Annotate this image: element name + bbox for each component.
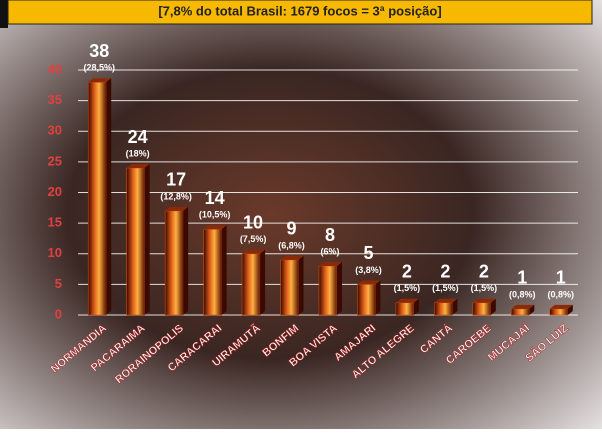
bar-top — [357, 280, 381, 285]
bar — [395, 302, 415, 316]
value-label: 24 — [128, 127, 148, 147]
share-label: (18%) — [126, 148, 150, 158]
share-label: (1,5%) — [432, 283, 459, 293]
bar-side — [375, 280, 381, 315]
bar-side — [413, 298, 419, 315]
share-label: (0,8%) — [548, 289, 575, 299]
value-label: 1 — [556, 268, 566, 288]
bar-side — [260, 249, 266, 315]
bar — [357, 284, 376, 316]
value-label: 9 — [287, 219, 297, 239]
bar — [164, 210, 184, 316]
share-label: (1,5%) — [394, 283, 421, 293]
chart-title: [7,8% do total Brasil: 1679 focos = 3ª p… — [158, 3, 441, 18]
share-label: (28,5%) — [83, 63, 115, 73]
value-label: 1 — [517, 268, 527, 288]
share-label: (1,5%) — [471, 283, 498, 293]
bar-top — [242, 249, 266, 254]
bar-side — [144, 164, 150, 315]
value-label: 2 — [479, 262, 489, 282]
bar-top — [203, 225, 227, 230]
bar-top — [165, 206, 189, 211]
y-tick-label: 0 — [55, 306, 62, 321]
y-tick-label: 15 — [48, 215, 62, 230]
bar-side — [337, 262, 342, 315]
bar-side — [106, 78, 112, 315]
bar — [511, 308, 530, 316]
bar-side — [183, 206, 189, 315]
bar — [434, 302, 453, 316]
left-edge — [0, 0, 8, 28]
share-label: (10,5%) — [199, 210, 231, 220]
bar-top — [472, 298, 496, 303]
bar — [549, 308, 569, 316]
value-label: 10 — [243, 213, 263, 233]
bar — [203, 228, 222, 316]
y-tick-label: 5 — [55, 276, 62, 291]
bar-side — [490, 298, 496, 315]
bar — [241, 253, 261, 316]
share-label: (12,8%) — [160, 191, 192, 201]
y-tick-label: 40 — [48, 61, 62, 76]
bar-top — [511, 304, 535, 309]
bar — [318, 265, 338, 316]
share-label: (7,5%) — [240, 234, 267, 244]
bar-top — [319, 262, 342, 266]
share-label: (6%) — [320, 246, 339, 256]
y-tick-label: 35 — [48, 92, 62, 107]
bar-top — [126, 164, 150, 168]
bar-top — [280, 255, 304, 260]
bar-top — [434, 298, 458, 303]
bar-top — [395, 298, 419, 303]
y-tick-label: 20 — [48, 184, 62, 199]
bar-top — [549, 304, 573, 309]
bar — [280, 259, 299, 316]
y-tick-label: 25 — [48, 153, 62, 168]
y-tick-label: 30 — [48, 123, 62, 138]
value-label: 38 — [89, 41, 109, 61]
bar — [87, 81, 107, 316]
value-label: 5 — [363, 243, 373, 263]
value-label: 17 — [166, 170, 186, 190]
bar — [126, 167, 145, 316]
share-label: (3,8%) — [355, 265, 382, 275]
y-tick-label: 10 — [48, 245, 62, 260]
bar-side — [298, 255, 304, 315]
bar-side — [221, 225, 227, 315]
share-label: (0,8%) — [509, 289, 536, 299]
value-label: 14 — [205, 188, 225, 208]
bar-top — [88, 78, 112, 83]
bar — [472, 302, 492, 316]
value-label: 2 — [402, 262, 412, 282]
value-label: 2 — [440, 262, 450, 282]
share-label: (6,8%) — [278, 240, 305, 250]
bar-side — [567, 304, 573, 315]
bar-side — [529, 304, 535, 315]
bar-side — [452, 298, 458, 315]
title-banner — [7, 0, 593, 25]
value-label: 8 — [325, 225, 335, 245]
